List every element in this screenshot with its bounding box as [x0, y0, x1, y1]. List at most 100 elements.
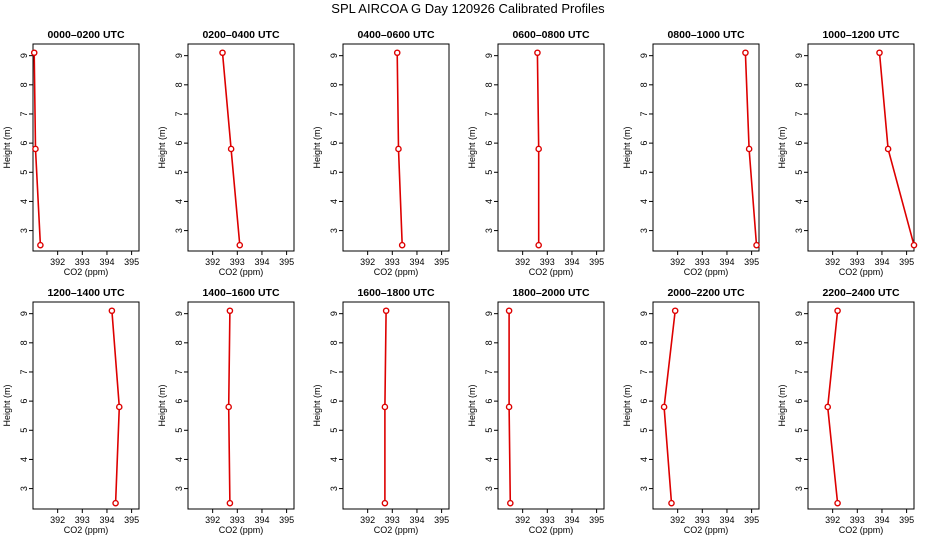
y-tick-label: 4 — [329, 457, 339, 462]
y-tick-label: 5 — [174, 170, 184, 175]
y-axis-label: Height (m) — [312, 126, 322, 168]
x-tick-label: 393 — [850, 257, 865, 267]
profile-point — [534, 49, 541, 57]
y-tick-label: 9 — [794, 53, 804, 58]
x-tick-label: 394 — [99, 515, 114, 525]
y-tick-label: 5 — [794, 170, 804, 175]
y-tick-label: 9 — [639, 53, 649, 58]
x-tick-label: 393 — [540, 257, 555, 267]
plot-frame — [342, 301, 450, 510]
profile-point — [660, 403, 668, 411]
x-tick-label: 393 — [230, 515, 245, 525]
profile-point — [745, 145, 753, 153]
chart-panel: 1400–1600 UTC 392 393 394 395 CO2 (ppm) 3 4 5 6 7 8… — [157, 287, 295, 535]
y-tick-label: 4 — [174, 457, 184, 462]
profile-point — [236, 241, 244, 249]
y-tick-label: 3 — [329, 486, 339, 491]
plot-frame — [32, 43, 140, 252]
y-axis-label: Height (m) — [622, 384, 632, 426]
x-axis-label: CO2 (ppm) — [219, 525, 264, 535]
y-tick-label: 5 — [639, 170, 649, 175]
x-tick-label: 394 — [719, 515, 734, 525]
x-axis-label: CO2 (ppm) — [64, 525, 109, 535]
panel-title: 1600–1800 UTC — [357, 287, 434, 299]
profile-point — [398, 241, 406, 249]
x-tick-label: 393 — [695, 515, 710, 525]
profile-point — [671, 307, 679, 315]
panel-title: 1800–2000 UTC — [512, 287, 589, 299]
y-tick-label: 8 — [794, 340, 804, 345]
profile-point — [37, 241, 44, 249]
y-tick-label: 6 — [19, 141, 29, 146]
x-tick-label: 392 — [360, 515, 375, 525]
x-axis-label: CO2 (ppm) — [374, 525, 419, 535]
x-tick-label: 394 — [254, 515, 269, 525]
y-tick-label: 9 — [19, 53, 29, 58]
x-tick-label: 392 — [825, 257, 840, 267]
profile-point — [108, 307, 116, 315]
y-tick-label: 4 — [484, 457, 494, 462]
y-tick-label: 4 — [639, 199, 649, 204]
y-tick-label: 5 — [794, 428, 804, 433]
y-tick-label: 7 — [329, 369, 339, 374]
x-axis-label: CO2 (ppm) — [839, 525, 884, 535]
y-tick-label: 4 — [19, 199, 29, 204]
y-axis-label: Height (m) — [777, 126, 787, 168]
panel-title: 0000–0200 UTC — [47, 29, 124, 41]
y-tick-label: 3 — [484, 228, 494, 233]
y-tick-label: 8 — [484, 82, 494, 87]
y-tick-label: 5 — [484, 170, 494, 175]
profile-point — [505, 307, 513, 315]
panel-title: 2000–2200 UTC — [667, 287, 744, 299]
chart-panel: 2000–2200 UTC 392 393 394 395 CO2 (ppm) 3 4 5 6 7 8… — [622, 287, 760, 535]
y-tick-label: 6 — [639, 141, 649, 146]
chart-panel: 0600–0800 UTC 392 393 394 395 CO2 (ppm) 3 4 5 6 7 8… — [467, 29, 605, 277]
x-tick-label: 395 — [744, 515, 759, 525]
plot-frame — [342, 43, 450, 252]
profile-point — [884, 145, 892, 153]
x-tick-label: 394 — [564, 515, 579, 525]
y-tick-label: 7 — [484, 111, 494, 116]
y-tick-label: 5 — [329, 170, 339, 175]
x-tick-label: 392 — [50, 257, 65, 267]
x-tick-label: 392 — [670, 257, 685, 267]
y-tick-label: 6 — [484, 141, 494, 146]
profile-point — [227, 145, 235, 153]
profile-point — [32, 145, 39, 153]
y-tick-label: 8 — [329, 340, 339, 345]
profile-point — [225, 403, 232, 411]
y-tick-label: 6 — [174, 141, 184, 146]
x-axis-label: CO2 (ppm) — [64, 267, 109, 277]
x-tick-label: 392 — [825, 515, 840, 525]
y-tick-label: 9 — [174, 53, 184, 58]
y-tick-label: 8 — [329, 82, 339, 87]
panel-title: 0600–0800 UTC — [512, 29, 589, 41]
y-tick-label: 7 — [19, 369, 29, 374]
y-axis-label: Height (m) — [2, 384, 12, 426]
x-tick-label: 392 — [515, 515, 530, 525]
chart-panel: 0000–0200 UTC 392 393 394 395 CO2 (ppm) 3 4 5 6 7 8… — [2, 29, 140, 277]
plot-frame — [807, 43, 915, 252]
chart-panel: 2200–2400 UTC 392 393 394 395 CO2 (ppm) 3 4 5 6 7 8… — [777, 287, 915, 535]
y-tick-label: 5 — [639, 428, 649, 433]
panel-title: 0400–0600 UTC — [357, 29, 434, 41]
x-tick-label: 392 — [670, 515, 685, 525]
x-axis-label: CO2 (ppm) — [684, 267, 729, 277]
profile-point — [226, 499, 234, 507]
profile-point — [834, 499, 841, 507]
x-tick-label: 394 — [719, 257, 734, 267]
y-tick-label: 9 — [484, 53, 494, 58]
y-tick-label: 5 — [19, 170, 29, 175]
x-tick-label: 394 — [99, 257, 114, 267]
y-axis-label: Height (m) — [777, 384, 787, 426]
profile-point — [395, 145, 402, 153]
y-tick-label: 7 — [329, 111, 339, 116]
x-tick-label: 393 — [75, 257, 90, 267]
y-tick-label: 8 — [639, 340, 649, 345]
x-axis-label: CO2 (ppm) — [374, 267, 419, 277]
y-tick-label: 9 — [639, 311, 649, 316]
x-tick-label: 392 — [205, 257, 220, 267]
y-tick-label: 3 — [174, 486, 184, 491]
y-axis-label: Height (m) — [2, 126, 12, 168]
x-tick-label: 395 — [124, 257, 139, 267]
